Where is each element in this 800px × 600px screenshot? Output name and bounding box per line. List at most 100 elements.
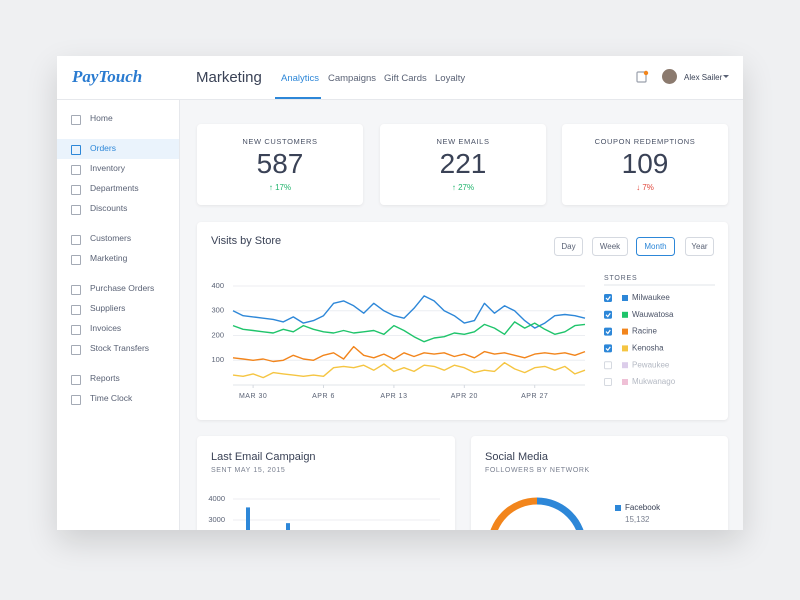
x-tick-label: APR 20 xyxy=(451,393,478,400)
legend-swatch xyxy=(622,345,628,352)
nav-icon xyxy=(71,235,81,245)
x-tick-label: APR 13 xyxy=(380,393,407,400)
range-button[interactable] xyxy=(685,237,714,256)
legend-title: STORES xyxy=(604,275,637,282)
legend-checkbox[interactable] xyxy=(604,361,612,370)
kpi-card: NEW EMAILS 221 ↑ 27% xyxy=(380,124,546,205)
series-line xyxy=(232,345,586,363)
y-tick-label: 300 xyxy=(211,306,224,315)
nav-item[interactable]: Customers xyxy=(90,233,132,243)
legend-swatch xyxy=(622,295,628,301)
y-tick-label: 100 xyxy=(211,355,224,364)
card-title: Visits by Store xyxy=(211,235,281,247)
nav-icon xyxy=(71,165,81,175)
social-card: Social Media FOLLOWERS BY NETWORK Facebook… xyxy=(471,436,728,530)
nav-icon xyxy=(71,145,81,155)
nav-item[interactable]: Invoices xyxy=(90,323,122,333)
legend-label[interactable]: Wauwatosa xyxy=(632,310,674,319)
user-name[interactable]: Alex Sailer xyxy=(684,73,723,82)
top-bar: PayTouch Marketing Alex Sailer Analytics… xyxy=(57,56,743,100)
legend-label[interactable]: Kenosha xyxy=(632,344,664,353)
nav-icon xyxy=(71,325,81,335)
legend-label[interactable]: Pewaukee xyxy=(632,360,670,369)
nav-item[interactable]: Time Clock xyxy=(90,393,133,403)
range-label[interactable]: Week xyxy=(600,242,621,251)
range-button[interactable] xyxy=(592,237,628,256)
nav-item[interactable]: Orders xyxy=(90,143,116,153)
nav-tab[interactable]: Loyalty xyxy=(435,73,466,84)
nav-icon xyxy=(71,185,81,195)
kpi-label: NEW CUSTOMERS xyxy=(242,137,318,146)
kpi-change: ↑ 17% xyxy=(268,183,292,192)
social-chart: Social Media FOLLOWERS BY NETWORK Facebook… xyxy=(485,451,661,530)
kpi-value: 221 xyxy=(439,148,487,179)
legend-swatch xyxy=(622,311,628,318)
kpi-change: ↑ 27% xyxy=(451,183,475,192)
check-mark xyxy=(605,312,611,318)
range-label[interactable]: Month xyxy=(644,242,666,251)
legend-checkbox[interactable] xyxy=(604,378,612,386)
nav-item[interactable]: Discounts xyxy=(90,203,128,213)
nav-item[interactable]: Reports xyxy=(90,373,120,383)
nav-icon xyxy=(71,375,81,385)
nav-tab[interactable]: Gift Cards xyxy=(384,73,427,84)
y-tick-label: 200 xyxy=(211,330,224,339)
kpi-label: NEW EMAILS xyxy=(436,137,490,146)
bar xyxy=(286,523,290,530)
card-title: Last Email Campaign xyxy=(211,451,316,463)
y-tick-label: 400 xyxy=(211,281,224,290)
nav-item[interactable]: Marketing xyxy=(90,253,128,263)
nav-item[interactable]: Inventory xyxy=(90,163,125,173)
nav-icon xyxy=(71,205,81,215)
donut-arc xyxy=(536,497,584,530)
legend-label[interactable]: Milwaukee xyxy=(632,293,670,302)
nav-item[interactable]: Home xyxy=(90,113,113,123)
nav-icon xyxy=(71,255,81,265)
logo[interactable]: PayTouch xyxy=(72,67,143,86)
nav-tab[interactable]: Campaigns xyxy=(328,73,377,84)
legend-label[interactable]: Mukwanago xyxy=(632,377,676,386)
check-mark xyxy=(605,296,611,301)
kpi-value: 587 xyxy=(256,148,304,179)
card-subtitle: SENT MAY 15, 2015 xyxy=(211,467,285,474)
email-card: Last Email Campaign SENT MAY 15, 2015 3000… xyxy=(197,436,455,530)
nav-item[interactable]: Stock Transfers xyxy=(90,343,150,353)
x-tick-label: MAR 30 xyxy=(239,393,267,400)
legend-label[interactable]: Racine xyxy=(632,327,657,336)
legend-value: 15,132 xyxy=(625,515,650,524)
y-tick-label: 3000 xyxy=(208,515,225,524)
range-button[interactable] xyxy=(636,237,675,256)
active-tab-underline xyxy=(275,97,321,99)
notification-icon[interactable] xyxy=(635,70,649,84)
legend-swatch xyxy=(622,362,628,369)
range-button[interactable] xyxy=(554,237,583,256)
user-caret[interactable] xyxy=(722,74,730,80)
active-row xyxy=(57,139,179,159)
series-line xyxy=(232,295,586,329)
kpi-label: COUPON REDEMPTIONS xyxy=(594,137,696,146)
check-mark xyxy=(605,346,611,352)
visits-card: Visits by Store Day Week Month Year 100 200 300… xyxy=(197,222,728,420)
nav-tab[interactable]: Analytics xyxy=(281,73,320,84)
range-label[interactable]: Day xyxy=(561,242,575,251)
legend-swatch xyxy=(615,505,621,511)
nav-icon xyxy=(71,115,81,125)
email-chart: Last Email Campaign SENT MAY 15, 2015 3000… xyxy=(208,451,440,530)
avatar[interactable] xyxy=(662,69,677,84)
range-label[interactable]: Year xyxy=(691,242,708,251)
donut-arc xyxy=(490,497,538,530)
kpi-card: NEW CUSTOMERS 587 ↑ 17% xyxy=(197,124,363,205)
legend-swatch xyxy=(622,328,628,335)
nav-icon xyxy=(71,285,81,295)
app-window: PayTouch Marketing Alex Sailer Analytics… xyxy=(57,56,743,530)
kpi-change: ↓ 7% xyxy=(636,183,654,192)
nav-icon xyxy=(71,305,81,315)
visits-chart: Visits by Store Day Week Month Year 100 200 300… xyxy=(211,235,715,400)
nav-item[interactable]: Purchase Orders xyxy=(90,283,155,293)
nav-item[interactable]: Departments xyxy=(90,183,139,193)
kpi-value: 109 xyxy=(621,148,669,179)
nav-item[interactable]: Suppliers xyxy=(90,303,126,313)
bar xyxy=(246,507,250,530)
sidebar: Home Orders Inventory Departments Discounts C… xyxy=(57,100,180,530)
